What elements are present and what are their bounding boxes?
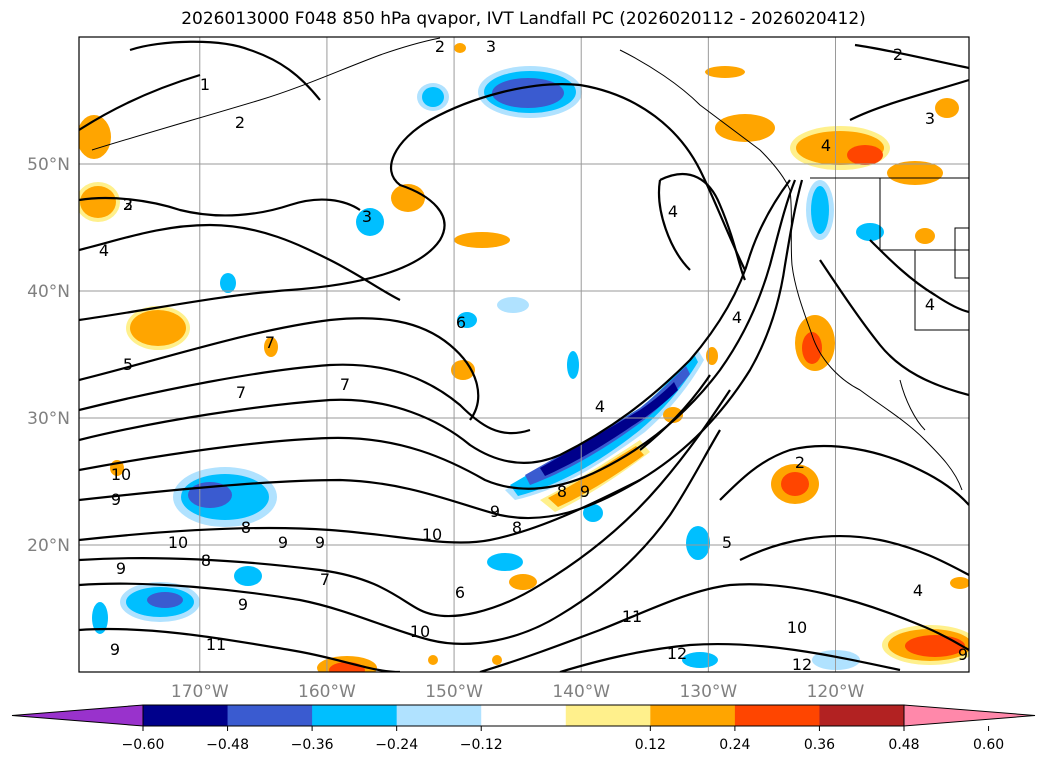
contour-label-2: 2 — [235, 113, 245, 132]
contour-label-42: 2 — [795, 453, 805, 472]
colorbar-tick-label-8: 0.48 — [888, 737, 919, 753]
map-frame — [78, 36, 970, 673]
contour-label-23: 10 — [422, 525, 442, 544]
contour-label-31: 6 — [455, 583, 465, 602]
contour-label-30: 7 — [320, 570, 330, 589]
colorbar-tick-label-2: −0.36 — [291, 737, 334, 753]
contour-label-1: 1 — [200, 75, 210, 94]
contour-label-35: 8 — [557, 482, 567, 501]
colorbar-bin-8 — [819, 705, 905, 726]
colorbar-tick-label-3: −0.24 — [375, 737, 418, 753]
lon-label-0: 170°W — [171, 682, 229, 702]
map-gridlines — [79, 37, 969, 672]
ivt-contours — [79, 40, 969, 672]
contour-label-33: 9 — [490, 502, 500, 521]
contour-label-38: 11 — [622, 607, 642, 626]
contour-label-11: 4 — [668, 202, 678, 221]
colorbar-tick-label-4: −0.12 — [460, 737, 503, 753]
contour-label-39: 12 — [667, 644, 687, 663]
colorbar-bin-7 — [734, 705, 820, 726]
contour-label-44: 9 — [958, 645, 968, 664]
contour-label-5: 4 — [99, 241, 109, 260]
shade-orange — [548, 446, 644, 507]
contour-label-0: 3 — [486, 37, 496, 56]
lat-label-3: 20°N — [27, 536, 70, 556]
lon-label-5: 120°W — [807, 682, 865, 702]
contour-label-41: 12 — [792, 655, 812, 674]
contour-label-34: 9 — [110, 640, 120, 659]
colorbar-bin-5 — [565, 705, 651, 726]
contour-label-40: 10 — [111, 465, 131, 484]
contour-label-4: 3 — [362, 207, 372, 226]
contour-label-26: 9 — [238, 595, 248, 614]
colorbar-tick-label-0: −0.60 — [122, 737, 165, 753]
colorbar-frame — [142, 704, 905, 727]
contour-label-43: 4 — [913, 581, 923, 600]
shade-navy — [540, 382, 678, 476]
contour-label-15: 7 — [340, 375, 350, 394]
contour-label-9: 4 — [821, 136, 831, 155]
contour-label-6: 2 — [435, 37, 445, 56]
colorbar-tick-label-7: 0.36 — [804, 737, 835, 753]
colorbar-bin-4 — [481, 705, 567, 726]
contour-label-45: 4 — [732, 308, 742, 327]
contour-label-29: 8 — [512, 518, 522, 537]
contour-label-22: 8 — [201, 551, 211, 570]
longitude-labels: 170°W 160°W 150°W 140°W 130°W 120°W — [171, 682, 865, 702]
lat-label-0: 50°N — [27, 155, 70, 175]
contour-label-27: 8 — [241, 518, 251, 537]
contour-label-7: 3 — [123, 195, 133, 214]
contour-label-10: 2 — [893, 45, 903, 64]
lon-label-2: 150°W — [425, 682, 483, 702]
contour-label-18: 4 — [925, 295, 935, 314]
colorbar-extend-high — [903, 704, 1036, 727]
colorbar-tick-label-1: −0.48 — [206, 737, 249, 753]
contour-label-8: 3 — [925, 109, 935, 128]
lon-label-1: 160°W — [298, 682, 356, 702]
colorbar: −0.60 −0.48 −0.36 −0.24 −0.12 0.12 0.24 0.36 0.4… — [11, 704, 1036, 753]
contour-label-13: 5 — [123, 355, 133, 374]
contour-label-3: 2 — [123, 195, 133, 214]
map-title: 2026013000 F048 850 hPa qvapor, IVT Land… — [181, 9, 866, 29]
contour-label-28: 10 — [410, 622, 430, 641]
contour-label-12: 6 — [456, 313, 466, 332]
colorbar-tick-label-5: 0.12 — [635, 737, 666, 753]
qvapor-shading — [79, 43, 969, 672]
contour-label-21: 9 — [278, 533, 288, 552]
contour-label-37: 10 — [787, 618, 807, 637]
contour-label-20: 9 — [111, 490, 121, 509]
contour-label-25: 9 — [116, 559, 126, 578]
contour-label-32: 5 — [722, 533, 732, 552]
contour-label-14: 7 — [236, 383, 246, 402]
colorbar-bin-0 — [143, 705, 229, 726]
contour-label-19: 10 — [168, 533, 188, 552]
colorbar-extend-low — [11, 704, 144, 727]
contour-label-46: 9 — [580, 482, 590, 501]
colorbar-tick-label-9: 0.60 — [973, 737, 1004, 753]
colorbar-bin-6 — [650, 705, 736, 726]
colorbar-tick-label-6: 0.24 — [719, 737, 750, 753]
lon-label-4: 130°W — [679, 682, 737, 702]
colorbar-bin-3 — [396, 705, 482, 726]
contour-label-36: 11 — [206, 635, 226, 654]
contour-label-17: 4 — [595, 397, 605, 416]
contour-label-24: 9 — [315, 533, 325, 552]
contour-label-16: 7 — [265, 333, 275, 352]
lat-label-2: 30°N — [27, 409, 70, 429]
coastlines — [91, 37, 969, 491]
lon-label-3: 140°W — [552, 682, 610, 702]
latitude-labels: 50°N 40°N 30°N 20°N — [27, 155, 70, 556]
colorbar-bin-1 — [227, 705, 313, 726]
lat-label-1: 40°N — [27, 282, 70, 302]
colorbar-bin-2 — [312, 705, 398, 726]
